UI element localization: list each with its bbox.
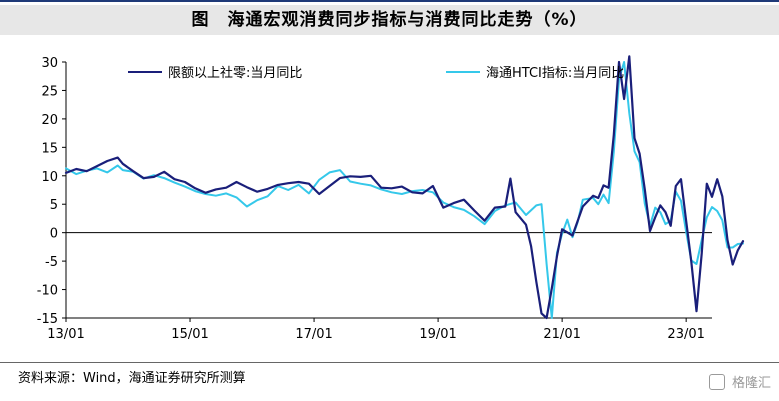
legend: 限额以上社零:当月同比 海通HTCI指标:当月同比	[128, 65, 624, 81]
legend-label: 限额以上社零:当月同比	[168, 65, 302, 81]
y-tick-label: 25	[41, 84, 58, 99]
series-line-retail-sales	[64, 55, 745, 320]
y-tick-label: 20	[41, 113, 58, 128]
y-tick-label: 10	[41, 170, 58, 185]
chart-title: 图 海通宏观消费同步指标与消费同比走势（%）	[191, 10, 588, 30]
y-tick-label: 0	[50, 227, 58, 242]
y-tick-label: -5	[45, 255, 58, 270]
watermark: 格隆汇	[708, 372, 771, 391]
y-tick-label: 30	[41, 56, 58, 71]
legend-label: 海通HTCI指标:当月同比	[486, 66, 624, 81]
top-rule	[0, 0, 779, 2]
title-bar: 图 海通宏观消费同步指标与消费同比走势（%）	[0, 5, 779, 35]
x-tick-label: 13/01	[47, 327, 84, 342]
footer-rule	[0, 362, 779, 363]
series-line-htci	[65, 61, 744, 319]
source-note: 资料来源：Wind，海通证券研究所测算	[18, 371, 246, 386]
x-tick-label: 17/01	[295, 327, 332, 342]
y-tick-label: 5	[50, 198, 58, 213]
y-tick-label: 15	[41, 141, 58, 156]
y-tick-label: -10	[37, 284, 58, 299]
x-tick-label: 23/01	[667, 327, 704, 342]
series-layer	[64, 55, 745, 320]
x-tick-label: 15/01	[171, 327, 208, 342]
y-tick-label: -15	[37, 312, 58, 327]
watermark-logo-icon	[708, 374, 725, 390]
x-tick-label: 19/01	[419, 327, 456, 342]
watermark-text: 格隆汇	[731, 376, 771, 391]
x-tick-label: 21/01	[543, 327, 580, 342]
